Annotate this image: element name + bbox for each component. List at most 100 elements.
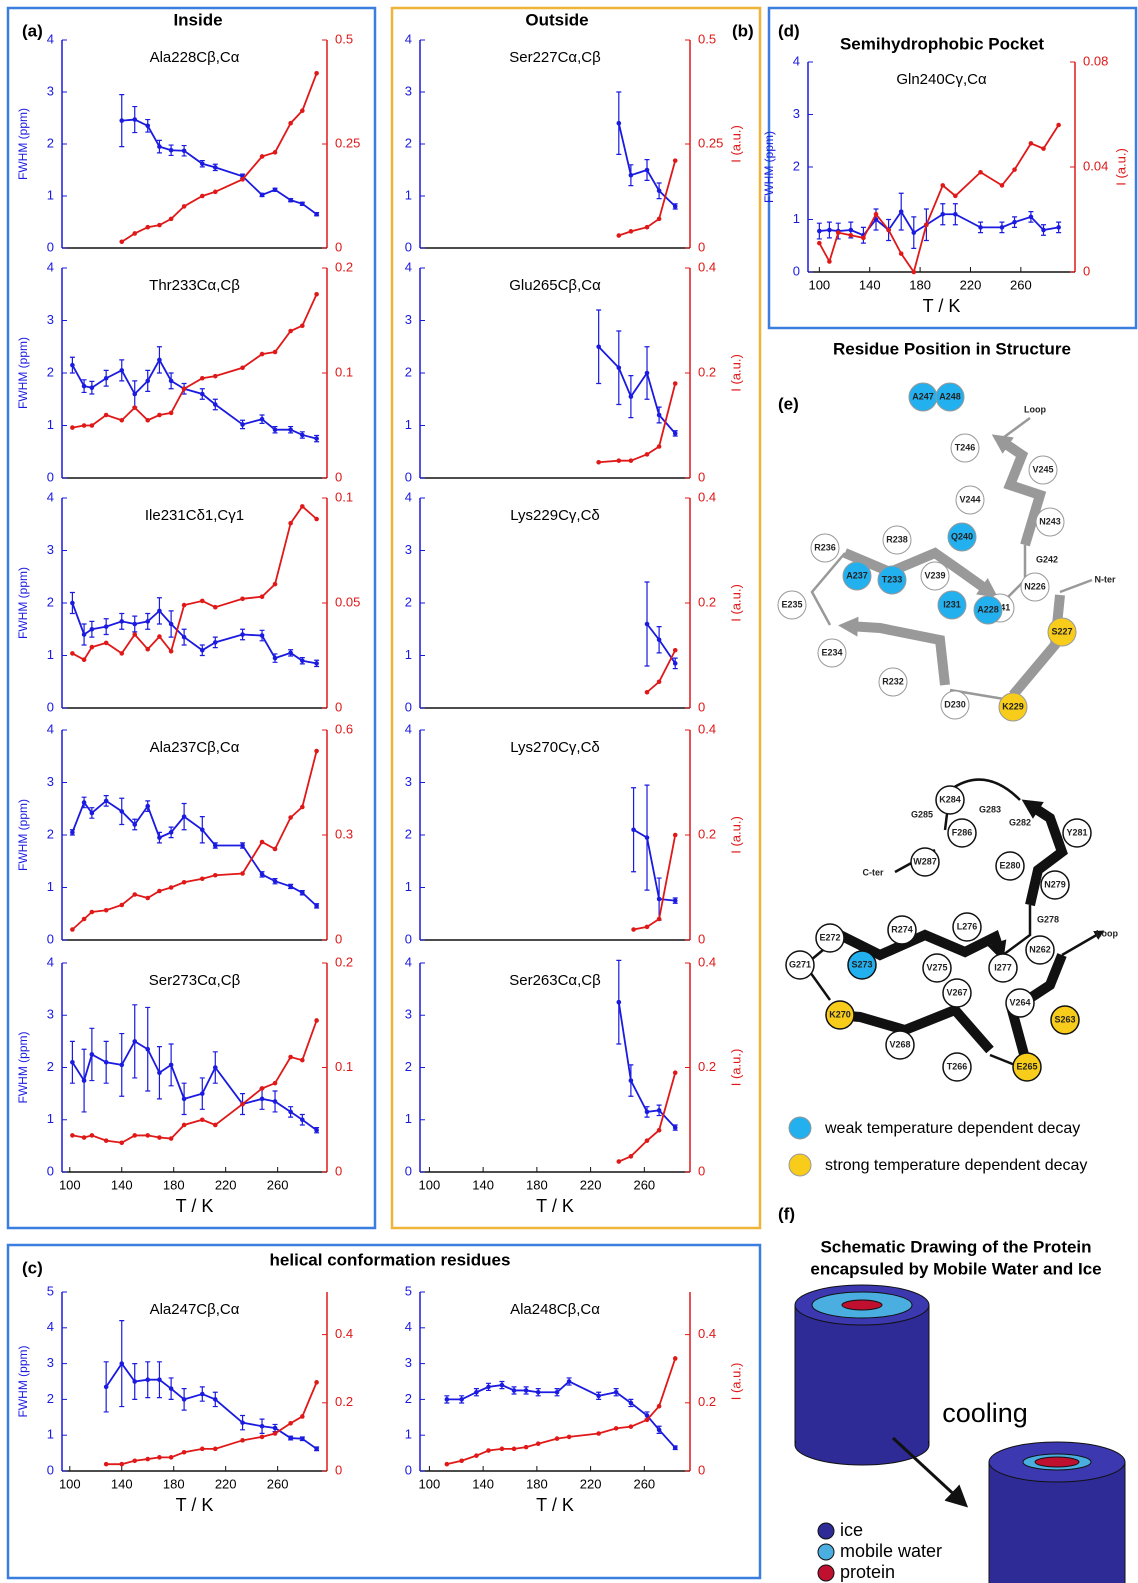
data-point (273, 582, 278, 587)
data-point (104, 1138, 109, 1143)
chart-title: Ser273Cα,Cβ (149, 972, 241, 989)
data-point (213, 605, 218, 610)
y-tick-label: 3 (47, 1355, 54, 1370)
y-tick-label: 2 (405, 594, 412, 609)
x-tick-label: 140 (859, 277, 881, 292)
residue-label: N279 (1044, 879, 1066, 889)
y-axis-label: FWHM (ppm) (16, 567, 30, 639)
data-point (940, 183, 945, 188)
y-tick-label: 2 (405, 826, 412, 841)
x-tick-label: 260 (267, 1177, 289, 1192)
panel-heading: Residue Position in Structure (833, 339, 1071, 358)
y-tick-label: 1 (47, 417, 54, 432)
data-point (673, 1125, 678, 1130)
residue-label: N-ter (1094, 574, 1115, 584)
residue-label: Y281 (1066, 827, 1087, 837)
residue-label: R238 (886, 534, 908, 544)
chart-title: Ile231Cδ1,Cγ1 (145, 507, 244, 524)
data-point (70, 830, 75, 835)
residue-label: G278 (1037, 914, 1059, 924)
data-point (182, 1097, 187, 1102)
panel-label: (e) (778, 394, 799, 413)
data-point (260, 1435, 265, 1440)
data-point (119, 903, 124, 908)
data-point (104, 376, 109, 381)
y-tick-label: 3 (47, 774, 54, 789)
y-axis-label: FWHM (ppm) (16, 799, 30, 871)
data-point (300, 1436, 305, 1441)
data-point (500, 1447, 505, 1452)
residue-label: A248 (939, 391, 961, 401)
data-point (288, 121, 293, 126)
data-point (657, 1428, 662, 1433)
data-point (200, 1392, 205, 1397)
x-tick-label: 220 (215, 1177, 237, 1192)
data-point (145, 896, 150, 901)
chart-title: Ala247Cβ,Cα (150, 1301, 240, 1318)
data-point (132, 1458, 137, 1463)
residue-label: E234 (821, 647, 842, 657)
y-tick-label: 0 (405, 699, 412, 714)
data-point (288, 815, 293, 820)
data-point (260, 594, 265, 599)
data-point (169, 217, 174, 222)
data-point (104, 413, 109, 418)
data-point (1056, 225, 1061, 230)
data-point (288, 884, 293, 889)
data-point (119, 619, 124, 624)
y-tick-label: 0 (47, 931, 54, 946)
data-point (273, 427, 278, 432)
y-tick-label: 3 (47, 83, 54, 98)
data-point (273, 1426, 278, 1431)
y2-axis-label: I (a.u.) (1113, 148, 1128, 186)
residue-label: A247 (912, 391, 934, 401)
data-point (911, 270, 916, 275)
data-point (300, 1414, 305, 1419)
data-point (132, 892, 137, 897)
y-tick-label: 1 (47, 879, 54, 894)
data-point (657, 679, 662, 684)
data-point (924, 222, 929, 227)
data-point (157, 889, 162, 894)
data-point (645, 1418, 650, 1423)
data-point (817, 229, 822, 234)
data-point (524, 1388, 529, 1393)
y-tick-label: 2 (47, 1391, 54, 1406)
data-point (119, 1063, 124, 1068)
legend-label: weak temperature dependent decay (824, 1120, 1080, 1137)
data-point (314, 71, 319, 76)
chart-title: Thr233Cα,Cβ (149, 277, 240, 294)
legend-label: ice (840, 1520, 863, 1540)
panel-heading: helical conformation residues (270, 1250, 511, 1269)
data-point (119, 809, 124, 814)
data-point (849, 233, 854, 238)
data-point (631, 827, 636, 832)
legend-swatch (818, 1544, 834, 1560)
cylinder-small (989, 1442, 1125, 1583)
data-point (314, 1018, 319, 1023)
protein (842, 1300, 882, 1310)
y-tick-label: 3 (405, 83, 412, 98)
data-point (182, 635, 187, 640)
data-point (145, 1047, 150, 1052)
data-point (169, 1063, 174, 1068)
data-point (200, 376, 205, 381)
residue-label: T266 (947, 1061, 968, 1071)
data-point (300, 108, 305, 113)
data-point (82, 1135, 87, 1140)
data-point (273, 1431, 278, 1436)
y-tick-label: 4 (405, 489, 412, 504)
data-point (617, 233, 622, 238)
residue-label: G285 (911, 809, 933, 819)
panel-frame (392, 8, 760, 1228)
data-point (200, 1091, 205, 1096)
data-point (132, 231, 137, 236)
data-point (240, 597, 245, 602)
data-point (273, 656, 278, 661)
data-point (169, 622, 174, 627)
data-point (300, 323, 305, 328)
data-point (314, 749, 319, 754)
x-tick-label: 180 (909, 277, 931, 292)
data-point (260, 1097, 265, 1102)
y-tick-label: 5 (47, 1283, 54, 1298)
